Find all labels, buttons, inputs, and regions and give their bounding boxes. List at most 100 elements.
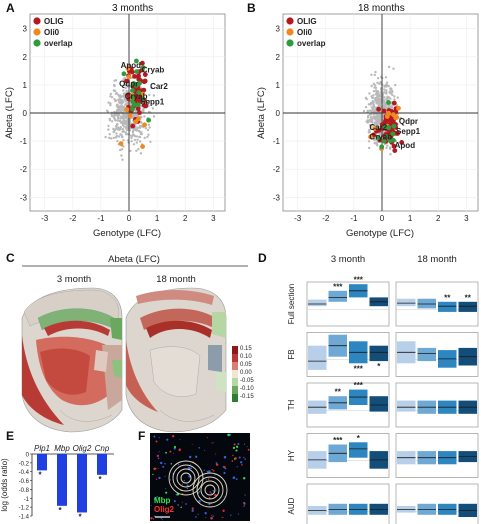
scale-label: -0.10 bbox=[240, 386, 254, 392]
bar-category-label: Cnp bbox=[95, 444, 110, 453]
fluorescent-speck bbox=[224, 467, 227, 470]
overlap-gene-point bbox=[379, 144, 385, 150]
olig-gene-point bbox=[394, 131, 400, 136]
background-gene-point bbox=[372, 82, 376, 86]
background-gene-point bbox=[120, 135, 124, 139]
background-gene-point bbox=[130, 140, 133, 143]
y-ticks-b: 3 2 1 0 -1 -2 -3 bbox=[273, 25, 281, 203]
legend-a: OLIG Oli0 overlap bbox=[33, 17, 73, 48]
background-gene-point bbox=[377, 94, 381, 98]
x-tick-label: -1 bbox=[97, 214, 105, 223]
x-tick-label: 3 bbox=[464, 214, 469, 223]
background-gene-point bbox=[125, 133, 129, 136]
background-gene-point bbox=[372, 137, 375, 140]
legend-marker bbox=[33, 39, 41, 47]
overlap-gene-point bbox=[140, 65, 146, 71]
fluorescent-speck bbox=[212, 442, 214, 444]
fluorescent-speck bbox=[211, 514, 213, 516]
background-gene-point bbox=[119, 126, 123, 129]
y-ticks-a: 3 2 1 0 -1 -2 -3 bbox=[20, 25, 28, 203]
significance-stars: * bbox=[357, 434, 361, 443]
background-gene-point bbox=[369, 109, 373, 113]
fluorescent-speck bbox=[178, 463, 180, 466]
overlap-gene-point bbox=[130, 99, 136, 104]
background-gene-point bbox=[372, 100, 375, 103]
fluorescent-speck bbox=[169, 450, 172, 453]
background-gene-point bbox=[114, 136, 118, 139]
fluorescent-speck bbox=[199, 491, 201, 493]
background-gene-point bbox=[112, 116, 116, 119]
background-gene-point bbox=[116, 116, 120, 120]
background-gene-point bbox=[376, 113, 379, 117]
background-gene-point bbox=[124, 86, 127, 90]
fluorescent-speck bbox=[162, 519, 164, 521]
x-tick-label: -2 bbox=[322, 214, 330, 223]
background-gene-point bbox=[133, 138, 137, 142]
legend-marker bbox=[286, 39, 294, 47]
fluorescent-speck bbox=[236, 466, 238, 468]
background-gene-point bbox=[119, 148, 122, 152]
panel-label-d: D bbox=[258, 251, 267, 265]
fluorescent-speck bbox=[243, 456, 245, 459]
olig-gene-point bbox=[135, 106, 141, 112]
y-tick-label: 2 bbox=[23, 53, 28, 62]
olig-gene-point bbox=[136, 93, 142, 99]
bar-significance-star: * bbox=[58, 506, 62, 515]
background-gene-point bbox=[123, 83, 126, 87]
olig-gene-point bbox=[392, 148, 398, 154]
background-gene-point bbox=[375, 142, 379, 146]
fluorescent-speck bbox=[204, 512, 207, 515]
scale-label: 0.10 bbox=[240, 354, 252, 360]
y-tick-label: -1 bbox=[273, 137, 281, 146]
background-gene-point bbox=[107, 124, 110, 128]
background-gene-point bbox=[147, 110, 151, 114]
background-gene-point bbox=[147, 123, 151, 127]
y-tick-label: 3 bbox=[276, 25, 281, 34]
oli0-gene-point bbox=[391, 112, 396, 118]
background-gene-point bbox=[367, 114, 370, 118]
background-gene-point bbox=[368, 124, 372, 127]
background-gene-point bbox=[141, 109, 144, 112]
y-tick-label: 0 bbox=[26, 453, 30, 459]
fluorescent-speck bbox=[191, 509, 194, 512]
fluorescent-speck bbox=[221, 516, 223, 518]
background-gene-point bbox=[366, 109, 369, 113]
background-gene-point bbox=[116, 119, 120, 122]
fluorescent-speck bbox=[222, 465, 225, 468]
panel-d: D 3 monthQ4Q3Q2Q118 monthQ4Q3Q2Q1Full se… bbox=[258, 251, 479, 524]
legend-label: OLIG bbox=[44, 17, 64, 26]
background-gene-point bbox=[385, 85, 388, 88]
fluorescent-speck bbox=[165, 487, 167, 489]
olig-gene-point bbox=[125, 92, 131, 98]
fluorescent-speck bbox=[190, 464, 192, 466]
fluorescent-speck bbox=[212, 515, 214, 517]
background-gene-point bbox=[119, 100, 123, 103]
overlap-gene-point bbox=[121, 71, 127, 77]
overlap-gene-point bbox=[376, 135, 381, 141]
background-gene-point bbox=[374, 70, 377, 74]
background-gene-point bbox=[122, 105, 125, 109]
background-gene-point bbox=[147, 133, 150, 136]
x-tick-label: 2 bbox=[436, 214, 441, 223]
fluorescent-speck bbox=[205, 479, 207, 481]
box bbox=[349, 442, 368, 458]
background-gene-point bbox=[139, 152, 143, 155]
background-gene-point bbox=[117, 126, 120, 129]
fluorescent-speck bbox=[185, 503, 187, 505]
significance-stars: *** bbox=[333, 282, 343, 291]
background-gene-point bbox=[387, 105, 390, 109]
y-tick-label: -3 bbox=[20, 193, 28, 202]
background-gene-point bbox=[129, 149, 132, 153]
background-gene-point bbox=[118, 119, 122, 123]
box bbox=[369, 345, 388, 362]
background-gene-point bbox=[114, 89, 117, 93]
fluorescent-speck bbox=[190, 467, 192, 470]
background-gene-point bbox=[112, 130, 116, 134]
overlap-gene-point bbox=[381, 138, 387, 144]
oli0-gene-point bbox=[140, 91, 146, 97]
background-gene-point bbox=[125, 128, 129, 132]
fluorescent-speck bbox=[215, 453, 217, 455]
overlap-gene-point bbox=[382, 124, 388, 129]
oli0-gene-point bbox=[125, 66, 131, 71]
panel-c: C Abeta (LFC) 3 month 18 month bbox=[6, 251, 254, 433]
